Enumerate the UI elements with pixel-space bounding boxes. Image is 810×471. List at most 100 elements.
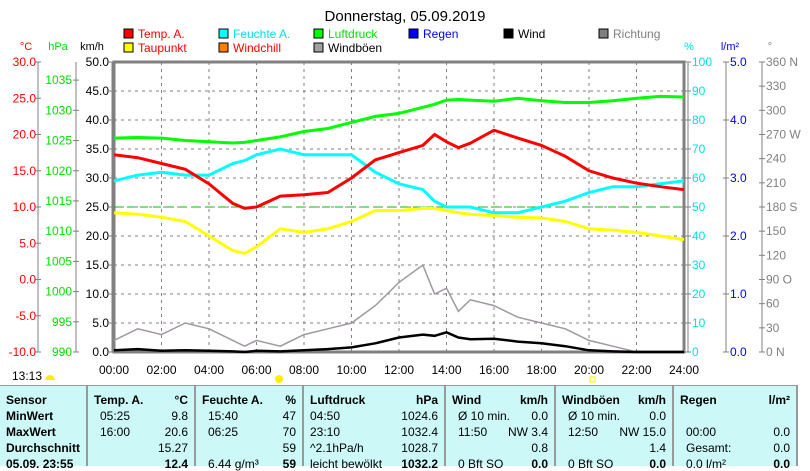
temp-tick-label: -10.0 — [9, 345, 37, 359]
left-1: 11:50 — [458, 425, 487, 439]
x-tick-label: 16:00 — [479, 363, 509, 377]
right-0: 47 — [283, 409, 296, 423]
rain-tick-label: 4.0 — [730, 113, 747, 127]
temp-tick-label: 30.0 — [13, 55, 37, 69]
pressure-tick-label: 1000 — [45, 285, 72, 299]
temp-tick-label: 25.0 — [13, 91, 37, 105]
left-3: 0 Bft SO — [568, 457, 613, 471]
x-tick-label: 12:00 — [384, 363, 414, 377]
direction-unit: ° — [768, 41, 772, 53]
right-3: 0.0 — [531, 457, 548, 471]
pressure-tick-label: 1005 — [45, 254, 72, 268]
5-header: Windböen — [562, 393, 620, 407]
rain-tick-label: 0.0 — [730, 345, 747, 359]
right-2: 15.27 — [158, 441, 188, 455]
wind-tick-label: 20.0 — [86, 229, 110, 243]
left-2: Gesamt: — [686, 441, 731, 455]
x-tick-label: 06:00 — [241, 363, 271, 377]
legend-swatch — [124, 29, 133, 38]
humidity-tick-label: 100 — [692, 55, 712, 69]
4-unit: km/h — [520, 393, 548, 407]
rain-tick-label: 3.0 — [730, 171, 747, 185]
right-2: 0.8 — [531, 441, 548, 455]
weather-cloud-icon — [45, 375, 55, 380]
x-tick-label: 24:00 — [669, 363, 699, 377]
right-0: 0.0 — [531, 409, 548, 423]
legend-label: Windchill — [233, 41, 281, 55]
x-tick-label: 08:00 — [289, 363, 319, 377]
1-unit: °C — [175, 393, 188, 407]
humidity-tick-label: 40 — [692, 229, 706, 243]
direction-tick-label: 330 — [766, 79, 786, 93]
2-unit: % — [285, 393, 296, 407]
direction-tick-label: 300 — [766, 103, 786, 117]
pressure-unit: hPa — [48, 41, 68, 53]
direction-tick-label: 270 W — [766, 128, 801, 142]
humidity-tick-label: 90 — [692, 84, 706, 98]
humidity-tick-label: 30 — [692, 258, 706, 272]
pressure-tick-label: 1025 — [45, 134, 72, 148]
direction-tick-label: 360 N — [766, 55, 798, 69]
right-1: 1032.4 — [401, 425, 438, 439]
humidity-tick-label: 70 — [692, 142, 706, 156]
wind-tick-label: 15.0 — [86, 258, 110, 272]
left-3: 0.0 l/m² — [686, 457, 726, 471]
rain-tick-label: 2.0 — [730, 229, 747, 243]
humidity-tick-label: 60 — [692, 171, 706, 185]
x-tick-label: 22:00 — [621, 363, 651, 377]
left-1: 00:00 — [686, 425, 716, 439]
6-unit: l/m² — [769, 393, 790, 407]
sunrise-icon — [275, 375, 283, 383]
6-header: Regen — [680, 393, 717, 407]
right-1: 20.6 — [165, 425, 188, 439]
sunset-icon — [590, 377, 595, 382]
legend-label: Regen — [423, 27, 458, 41]
x-tick-label: 10:00 — [336, 363, 366, 377]
pressure-tick-label: 1010 — [45, 224, 72, 238]
right-2: 1028.7 — [401, 441, 438, 455]
legend-label: Temp. A. — [138, 27, 185, 41]
right-3: 0.0 — [649, 457, 666, 471]
rain-unit: l/m² — [721, 41, 740, 53]
current-time: 13:13 — [12, 369, 42, 383]
wind-tick-label: 40.0 — [86, 113, 110, 127]
direction-tick-label: 180 S — [766, 200, 797, 214]
legend-label: Feuchte A. — [233, 27, 290, 41]
left-0: 05:25 — [100, 409, 130, 423]
right-3: 1032.2 — [401, 457, 438, 471]
3-header: Luftdruck — [310, 393, 365, 407]
direction-tick-label: 90 O — [766, 273, 792, 287]
left-1: 23:10 — [310, 425, 340, 439]
direction-tick-label: 150 — [766, 224, 786, 238]
wind-tick-label: 50.0 — [86, 55, 110, 69]
direction-tick-label: 120 — [766, 248, 786, 262]
left-1: 06:25 — [208, 425, 238, 439]
rows-2: Durchschnitt — [6, 441, 80, 455]
humidity-unit: % — [684, 41, 694, 53]
rows-1: MaxWert — [6, 425, 56, 439]
legend-label: Windböen — [328, 41, 382, 55]
wind-tick-label: 45.0 — [86, 84, 110, 98]
right-0: 1024.6 — [401, 409, 438, 423]
humidity-tick-label: 0 — [692, 345, 699, 359]
x-tick-label: 14:00 — [431, 363, 461, 377]
direction-tick-label: 60 — [766, 297, 780, 311]
wind-tick-label: 35.0 — [86, 142, 110, 156]
wind-tick-label: 5.0 — [92, 316, 109, 330]
legend-swatch — [314, 43, 323, 52]
right-2: 0.0 — [773, 441, 790, 455]
left-3: 0 Bft SO — [458, 457, 503, 471]
humidity-tick-label: 10 — [692, 316, 706, 330]
legend-label: Taupunkt — [138, 41, 187, 55]
left-1: 16:00 — [100, 425, 130, 439]
left-0: 15:40 — [208, 409, 238, 423]
x-tick-label: 02:00 — [146, 363, 176, 377]
legend-label: Richtung — [613, 27, 660, 41]
legend-swatch — [219, 43, 228, 52]
wind-unit: km/h — [80, 41, 104, 53]
